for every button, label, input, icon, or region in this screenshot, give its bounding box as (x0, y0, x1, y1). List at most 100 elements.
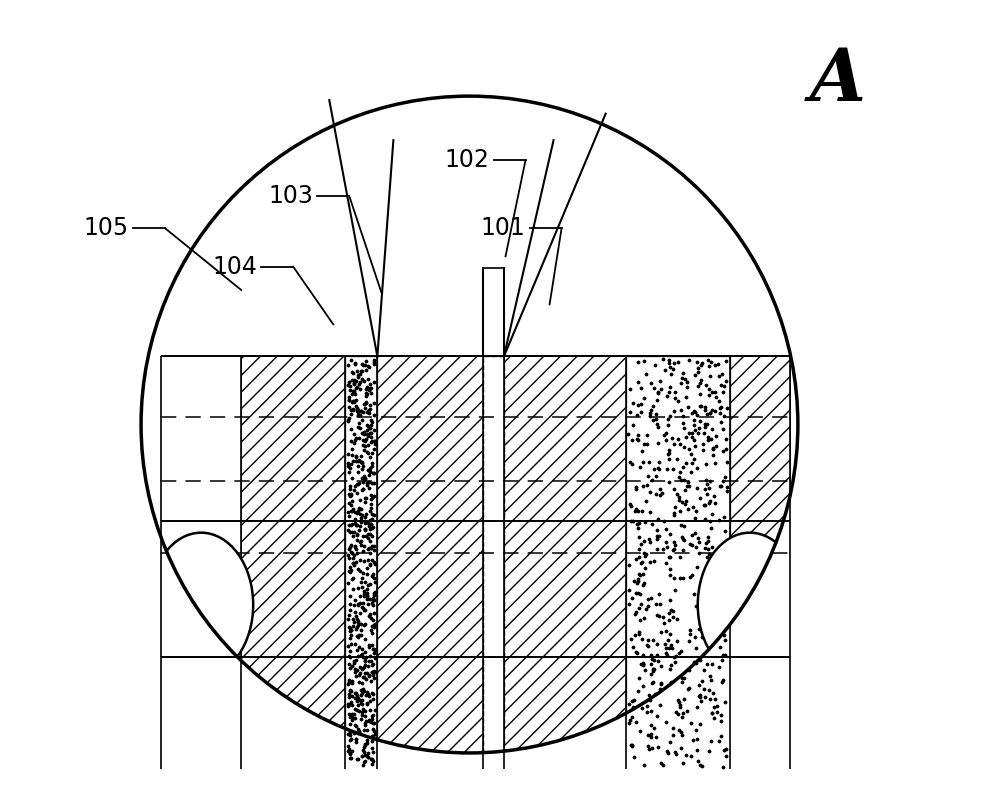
Point (683, 407, 699, 420)
Point (366, 606, 382, 619)
Point (342, 435, 358, 448)
Point (673, 496, 689, 509)
Point (348, 527, 364, 540)
Point (693, 356, 709, 369)
Point (709, 699, 725, 712)
Point (712, 619, 728, 632)
Point (674, 571, 690, 584)
Point (355, 483, 371, 496)
Point (634, 658, 650, 670)
Point (357, 704, 373, 717)
Point (365, 692, 381, 705)
Point (354, 677, 370, 690)
Point (699, 534, 715, 547)
Point (700, 430, 716, 443)
Point (356, 539, 372, 552)
Point (662, 562, 677, 575)
Point (359, 388, 375, 400)
Point (692, 694, 708, 707)
Point (626, 505, 642, 517)
Point (341, 518, 357, 531)
Point (629, 376, 645, 389)
Point (669, 395, 685, 408)
Point (641, 694, 657, 706)
Point (679, 476, 695, 489)
Point (633, 555, 649, 568)
Point (351, 422, 367, 435)
Point (710, 394, 726, 407)
Point (359, 380, 375, 393)
Point (345, 529, 361, 542)
Point (674, 410, 690, 423)
Point (693, 675, 709, 688)
Point (353, 450, 369, 463)
Point (657, 638, 672, 650)
Point (700, 433, 716, 446)
Point (350, 649, 366, 662)
Point (636, 577, 652, 590)
Point (360, 463, 376, 476)
Point (364, 666, 380, 678)
Point (342, 539, 358, 552)
Point (359, 527, 375, 540)
Point (660, 447, 675, 460)
Point (359, 688, 375, 701)
Point (692, 374, 708, 387)
Point (356, 539, 372, 552)
Point (662, 360, 677, 373)
Point (355, 741, 371, 754)
Point (347, 517, 363, 529)
Point (703, 590, 719, 603)
Point (364, 619, 380, 632)
Point (621, 498, 637, 511)
Point (341, 565, 357, 578)
Point (669, 694, 685, 706)
Point (678, 375, 694, 388)
Point (364, 730, 380, 743)
Point (701, 388, 717, 401)
Point (715, 744, 731, 757)
Point (352, 494, 368, 507)
Point (632, 569, 648, 582)
Point (674, 533, 690, 545)
Point (350, 691, 366, 704)
Point (635, 657, 651, 670)
Point (341, 497, 357, 509)
Point (366, 357, 382, 370)
Point (366, 646, 382, 659)
Point (649, 437, 665, 449)
Point (352, 564, 368, 577)
Point (357, 440, 373, 453)
Point (364, 686, 380, 699)
Point (343, 745, 359, 758)
Point (653, 382, 669, 395)
Point (710, 357, 726, 370)
Point (343, 442, 359, 455)
Point (354, 372, 370, 385)
Point (350, 727, 366, 739)
Point (354, 483, 370, 496)
Text: 105: 105 (84, 216, 129, 240)
Point (343, 504, 359, 517)
Point (685, 587, 701, 600)
Point (655, 543, 670, 556)
Point (361, 641, 377, 654)
Point (357, 359, 373, 372)
Point (348, 400, 364, 413)
Point (688, 743, 704, 756)
Point (353, 455, 369, 468)
Point (362, 493, 378, 505)
Point (690, 589, 706, 602)
Point (667, 392, 682, 405)
Point (348, 735, 364, 748)
Point (661, 357, 676, 370)
Point (360, 517, 376, 529)
Point (357, 618, 373, 630)
Point (691, 377, 707, 390)
Point (714, 649, 730, 662)
Point (366, 587, 382, 600)
Point (357, 718, 373, 731)
Point (689, 365, 705, 378)
Point (635, 534, 651, 547)
Point (345, 384, 361, 397)
